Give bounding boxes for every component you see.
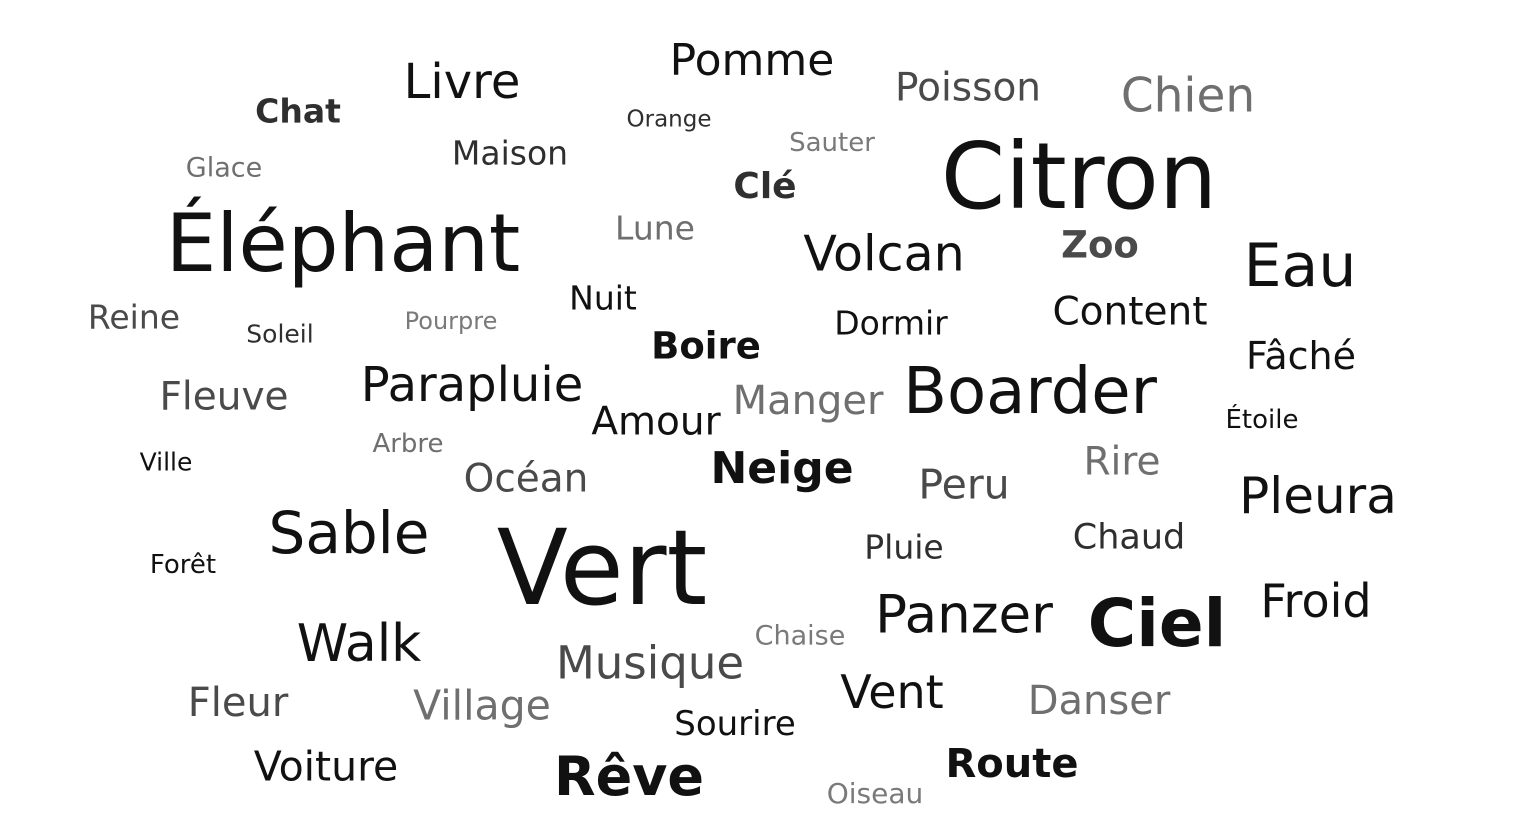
- word-ville: Ville: [139, 447, 193, 477]
- word-parapluie: Parapluie: [360, 357, 584, 413]
- word-pomme: Pomme: [669, 35, 835, 86]
- word-chaud: Chaud: [1072, 517, 1186, 558]
- word-sourire: Sourire: [674, 704, 796, 744]
- word-dormir: Dormir: [834, 303, 948, 343]
- word-ciel: Ciel: [1087, 585, 1227, 662]
- word-boire: Boire: [651, 324, 761, 368]
- word-sable: Sable: [268, 499, 430, 567]
- word-elephant: Éléphant: [165, 197, 521, 290]
- word-vert: Vert: [496, 507, 708, 629]
- word-route: Route: [945, 741, 1079, 787]
- word-reine: Reine: [87, 297, 181, 337]
- word-neige: Neige: [710, 443, 854, 494]
- word-foret: Forêt: [149, 550, 217, 580]
- word-maison: Maison: [451, 133, 569, 173]
- word-poisson: Poisson: [894, 65, 1042, 111]
- word-arbre: Arbre: [372, 429, 444, 459]
- word-rire: Rire: [1083, 439, 1161, 485]
- word-boarder: Boarder: [903, 355, 1157, 429]
- word-oiseau: Oiseau: [826, 777, 924, 810]
- word-danser: Danser: [1027, 678, 1171, 724]
- word-livre: Livre: [403, 54, 521, 110]
- word-pourpre: Pourpre: [404, 307, 498, 335]
- word-chien: Chien: [1120, 68, 1256, 124]
- word-peru: Peru: [918, 460, 1010, 509]
- word-pluie: Pluie: [864, 527, 944, 567]
- word-sauter: Sauter: [789, 128, 875, 158]
- word-volcan: Volcan: [803, 225, 965, 283]
- word-manger: Manger: [732, 378, 884, 424]
- word-fache: Fâché: [1245, 334, 1357, 378]
- word-chaise: Chaise: [754, 620, 846, 652]
- word-walk: Walk: [296, 614, 422, 674]
- word-zoo: Zoo: [1061, 223, 1139, 267]
- word-content: Content: [1052, 289, 1208, 335]
- word-vent: Vent: [840, 665, 944, 719]
- word-fleur: Fleur: [187, 680, 289, 726]
- word-village: Village: [413, 681, 551, 730]
- word-orange: Orange: [626, 106, 712, 133]
- word-reve: Rêve: [553, 745, 705, 808]
- word-fleuve: Fleuve: [159, 374, 289, 420]
- word-glace: Glace: [185, 152, 263, 184]
- word-lune: Lune: [615, 208, 695, 248]
- word-cle: Clé: [733, 166, 797, 207]
- word-panzer: Panzer: [875, 584, 1053, 646]
- word-pleura: Pleura: [1239, 467, 1397, 525]
- word-musique: Musique: [555, 636, 745, 690]
- word-nuit: Nuit: [569, 278, 637, 318]
- word-chat: Chat: [255, 91, 341, 131]
- word-soleil: Soleil: [246, 319, 314, 349]
- word-amour: Amour: [591, 399, 721, 445]
- word-froid: Froid: [1260, 574, 1372, 628]
- word-eau: Eau: [1243, 231, 1357, 301]
- word-voiture: Voiture: [253, 742, 399, 791]
- word-citron: Citron: [940, 123, 1218, 230]
- word-ocean: Océan: [463, 456, 589, 502]
- word-etoile: Étoile: [1225, 405, 1299, 435]
